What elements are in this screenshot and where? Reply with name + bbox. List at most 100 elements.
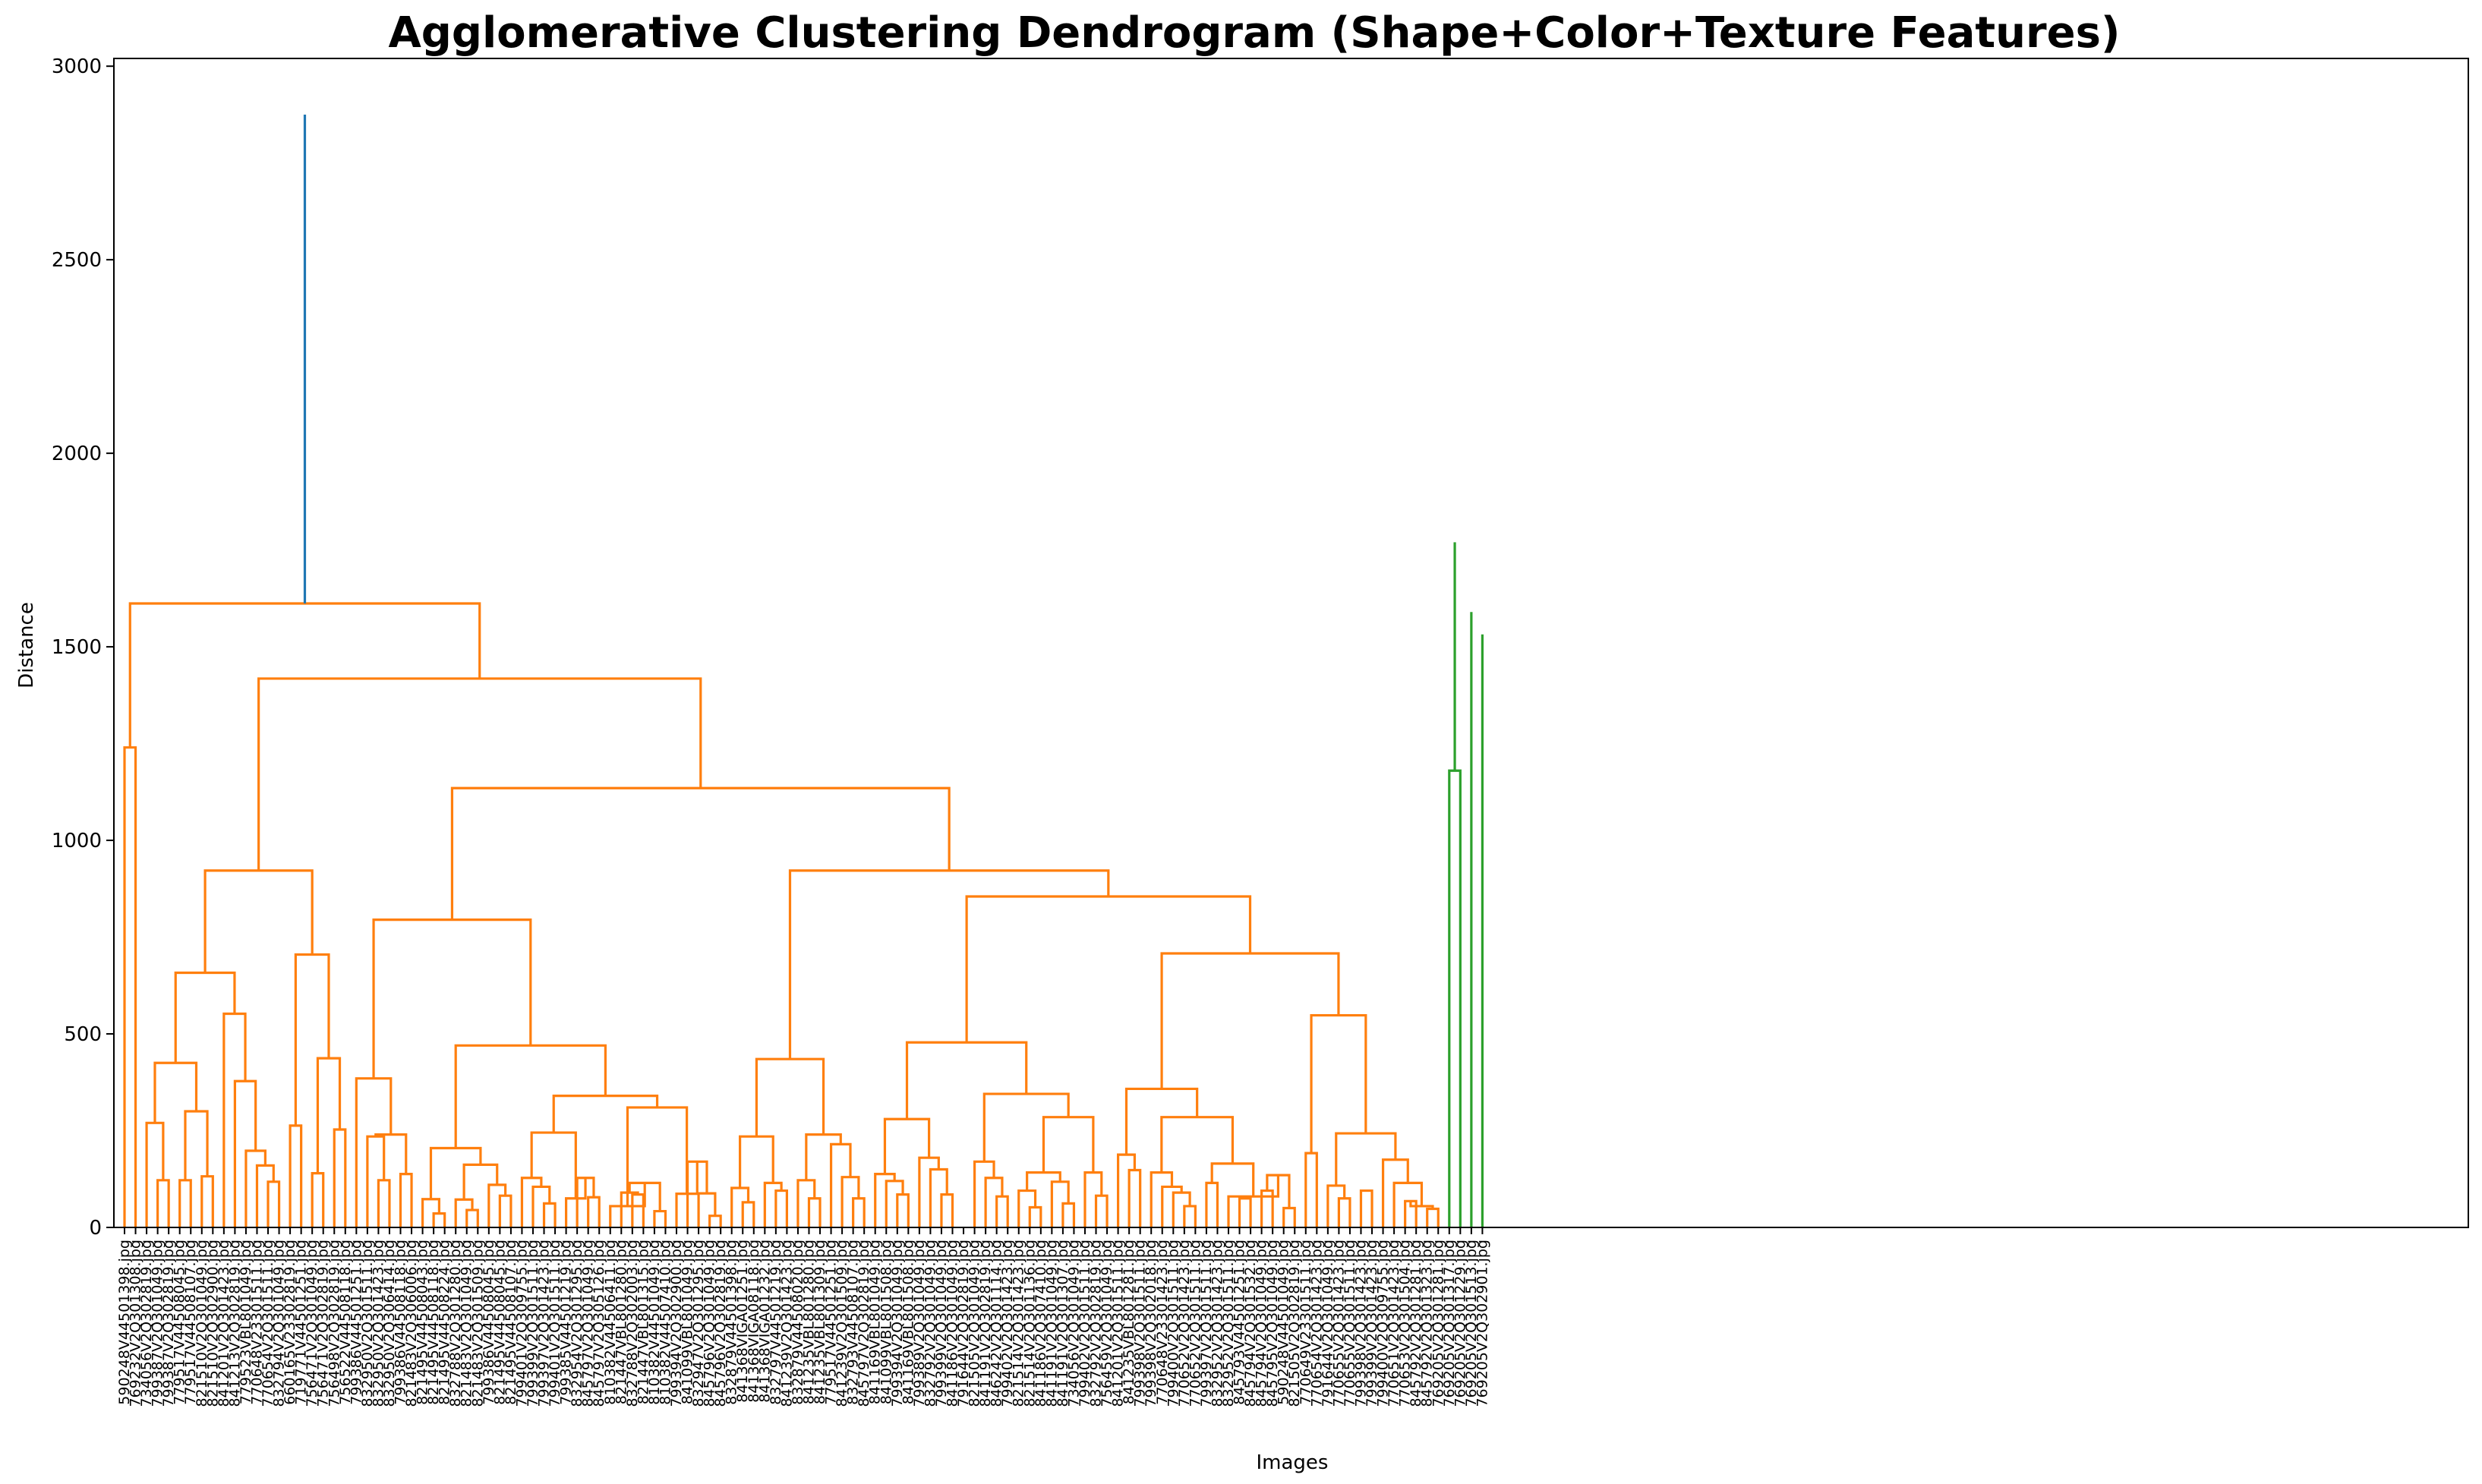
leaf-label: 821483V2Q306006.jpg	[403, 1240, 420, 1407]
leaf-label: 770652V2Q301511.jpg	[1187, 1240, 1203, 1407]
leaf-label: 756459V2Q301049.jpg	[1099, 1240, 1115, 1407]
leaf-label: 799394V2Q302900.jpg	[668, 1240, 685, 1407]
leaf-label: 770652V2Q301423.jpg	[1176, 1240, 1193, 1407]
leaf-label: 845795V2Q301049.jpg	[1264, 1240, 1281, 1407]
leaf-label: 821483V2Q301509.jpg	[469, 1240, 486, 1407]
dendrogram-link	[929, 1167, 948, 1227]
leaf-label: 832950V2Q301423.jpg	[370, 1240, 386, 1407]
leaf-label: 769205V2Q301281.jpg	[1430, 1240, 1446, 1407]
leaf-label: 841169VBL801508.jpg	[900, 1240, 916, 1404]
leaf-label: 845792V2Q301323.jpg	[1419, 1240, 1436, 1407]
dendrogram-link	[1050, 1180, 1070, 1227]
leaf-label: 821483V2Q301049.jpg	[459, 1240, 475, 1407]
leaf-label: 799387V2Q302819.jpg	[160, 1240, 177, 1407]
leaf-label: 799387V2Q301049.jpg	[150, 1240, 166, 1407]
leaf-label: 821447VBL801315.jpg	[635, 1240, 651, 1404]
leaf-label: 832797V44501219.jpg	[768, 1240, 784, 1405]
leaf-label: 821505V2Q302819.jpg	[1286, 1240, 1303, 1407]
dendrogram-link	[498, 1194, 512, 1227]
y-tick-label: 1000	[52, 830, 102, 852]
leaf-label: 799398V2Q301423.jpg	[1352, 1240, 1369, 1407]
dendrogram-link	[984, 1177, 1004, 1227]
dendrogram-link	[257, 677, 702, 871]
leaf-label: 841186V2Q301049.jpg	[945, 1240, 961, 1407]
leaf-label: 841239V2Q301509.jpg	[834, 1240, 850, 1407]
dendrogram-link	[333, 1128, 347, 1227]
dendrogram-link	[995, 1195, 1009, 1227]
y-tick-label: 3000	[52, 55, 102, 78]
leaf-label: 845797V2Q302819.jpg	[856, 1240, 872, 1407]
dendrogram-link	[739, 1135, 774, 1188]
dendrogram-link	[965, 895, 1252, 1043]
leaf-label: 841213V2Q302819.jpg	[226, 1240, 243, 1407]
leaf-label: 841191V2Q301307.jpg	[1055, 1240, 1071, 1407]
leaf-label: 769205V2Q301513.jpg	[1463, 1240, 1480, 1407]
leaf-label: 590248V44501049.jpg	[1276, 1240, 1292, 1405]
leaf-label: 734056V2Q302819.jpg	[138, 1240, 155, 1407]
leaf-label: 841186V2Q307410.jpg	[1033, 1240, 1049, 1407]
y-tick-label: 1500	[52, 636, 102, 659]
leaf-label: 770653V2Q301504.jpg	[1397, 1240, 1414, 1407]
leaf-label: 841368VIGA08118.jpg	[746, 1240, 762, 1403]
leaf-label: 845797V2Q305126.jpg	[591, 1240, 607, 1407]
leaf-label: 845793V44501251.jpg	[1232, 1240, 1248, 1405]
chart-title: Agglomerative Clustering Dendrogram (Sha…	[388, 8, 2120, 58]
leaf-label: 821447VBL801280.jpg	[613, 1240, 629, 1404]
dendrogram-link	[1326, 1184, 1346, 1227]
leaf-label: 756522V44508118.jpg	[337, 1240, 354, 1405]
leaf-label: 821510V2Q302900.jpg	[204, 1240, 221, 1407]
dendrogram-link	[184, 1110, 209, 1180]
leaf-label: 770649V23301511.jpg	[1298, 1240, 1314, 1405]
leaf-label: 770655V2Q301423.jpg	[1330, 1240, 1347, 1407]
x-axis-label: Images	[1257, 1451, 1329, 1474]
leaf-label: 770651V2Q301423.jpg	[1386, 1240, 1402, 1407]
leaf-label: 799385V44501219.jpg	[558, 1240, 575, 1405]
leaf-label: 821495V44508043.jpg	[415, 1240, 431, 1405]
leaf-label: 841191V2Q302819.jpg	[977, 1240, 994, 1407]
leaf-label: 734056V2Q301049.jpg	[1065, 1240, 1082, 1407]
leaf-label: 832952V2Q301511.jpg	[1220, 1240, 1237, 1407]
dendrogram-link	[1161, 1185, 1183, 1227]
dendrogram-link	[1026, 1171, 1061, 1191]
leaf-label: 791644V2Q301049.jpg	[1320, 1240, 1336, 1407]
leaf-label: 821505V2Q301049.jpg	[967, 1240, 983, 1407]
dendrogram-link	[885, 1180, 904, 1227]
leaf-label: 841169VBL801049.jpg	[867, 1240, 884, 1404]
dendrogram-link	[355, 1077, 393, 1227]
leaf-label: 799401V2Q309755.jpg	[513, 1240, 530, 1407]
leaf-label: 769232V2Q301308.jpg	[128, 1240, 144, 1407]
leaf-label: 821495V44508224.jpg	[437, 1240, 453, 1405]
leaf-label: 846242V2Q301114.jpg	[989, 1240, 1005, 1407]
dendrogram-link	[940, 1193, 954, 1227]
leaf-label: 832788V2Q301280.jpg	[447, 1240, 464, 1407]
dendrogram-link	[531, 1185, 551, 1227]
leaf-label: 845797V2Q301049.jpg	[580, 1240, 597, 1407]
leaf-label: 799401V2Q301511.jpg	[547, 1240, 563, 1407]
leaf-label: 821514V2Q301423.jpg	[1011, 1240, 1027, 1407]
dendrogram-link	[796, 1179, 816, 1227]
dendrogram-link	[156, 1179, 170, 1227]
leaf-label: 810382V44506411.jpg	[602, 1240, 619, 1405]
dendrogram-link	[1017, 1189, 1037, 1227]
dendrogram-link	[266, 1180, 281, 1227]
dendrogram-link	[805, 1133, 842, 1180]
leaf-label: 769205V2Q301317.jpg	[1441, 1240, 1458, 1407]
dendrogram-link	[178, 1179, 192, 1227]
leaf-label: 799399V2Q301049.jpg	[933, 1240, 950, 1407]
dendrogram-link	[1335, 1132, 1397, 1186]
dendrogram-link	[1160, 952, 1340, 1089]
leaf-label: 799397V2Q301423.jpg	[536, 1240, 553, 1407]
leaf-label: 832793V44508107.jpg	[845, 1240, 862, 1405]
leaf-label: 799394V2Q301049.jpg	[889, 1240, 906, 1407]
y-tick-label: 2000	[52, 443, 102, 465]
dendrogram-link	[730, 1186, 750, 1227]
dendrogram-link	[896, 1193, 910, 1227]
leaf-label: 841201V2Q301423.jpg	[216, 1240, 232, 1407]
dendrogram-link	[1127, 1168, 1142, 1227]
x-axis: 590248V44501398.jpg769232V2Q301308.jpg73…	[116, 1227, 1490, 1407]
y-tick-label: 2500	[52, 249, 102, 272]
leaf-label: 821495V44508118.jpg	[425, 1240, 442, 1405]
dendrogram-link	[377, 1179, 391, 1227]
leaf-label: 832952V2Q301423.jpg	[1209, 1240, 1225, 1407]
